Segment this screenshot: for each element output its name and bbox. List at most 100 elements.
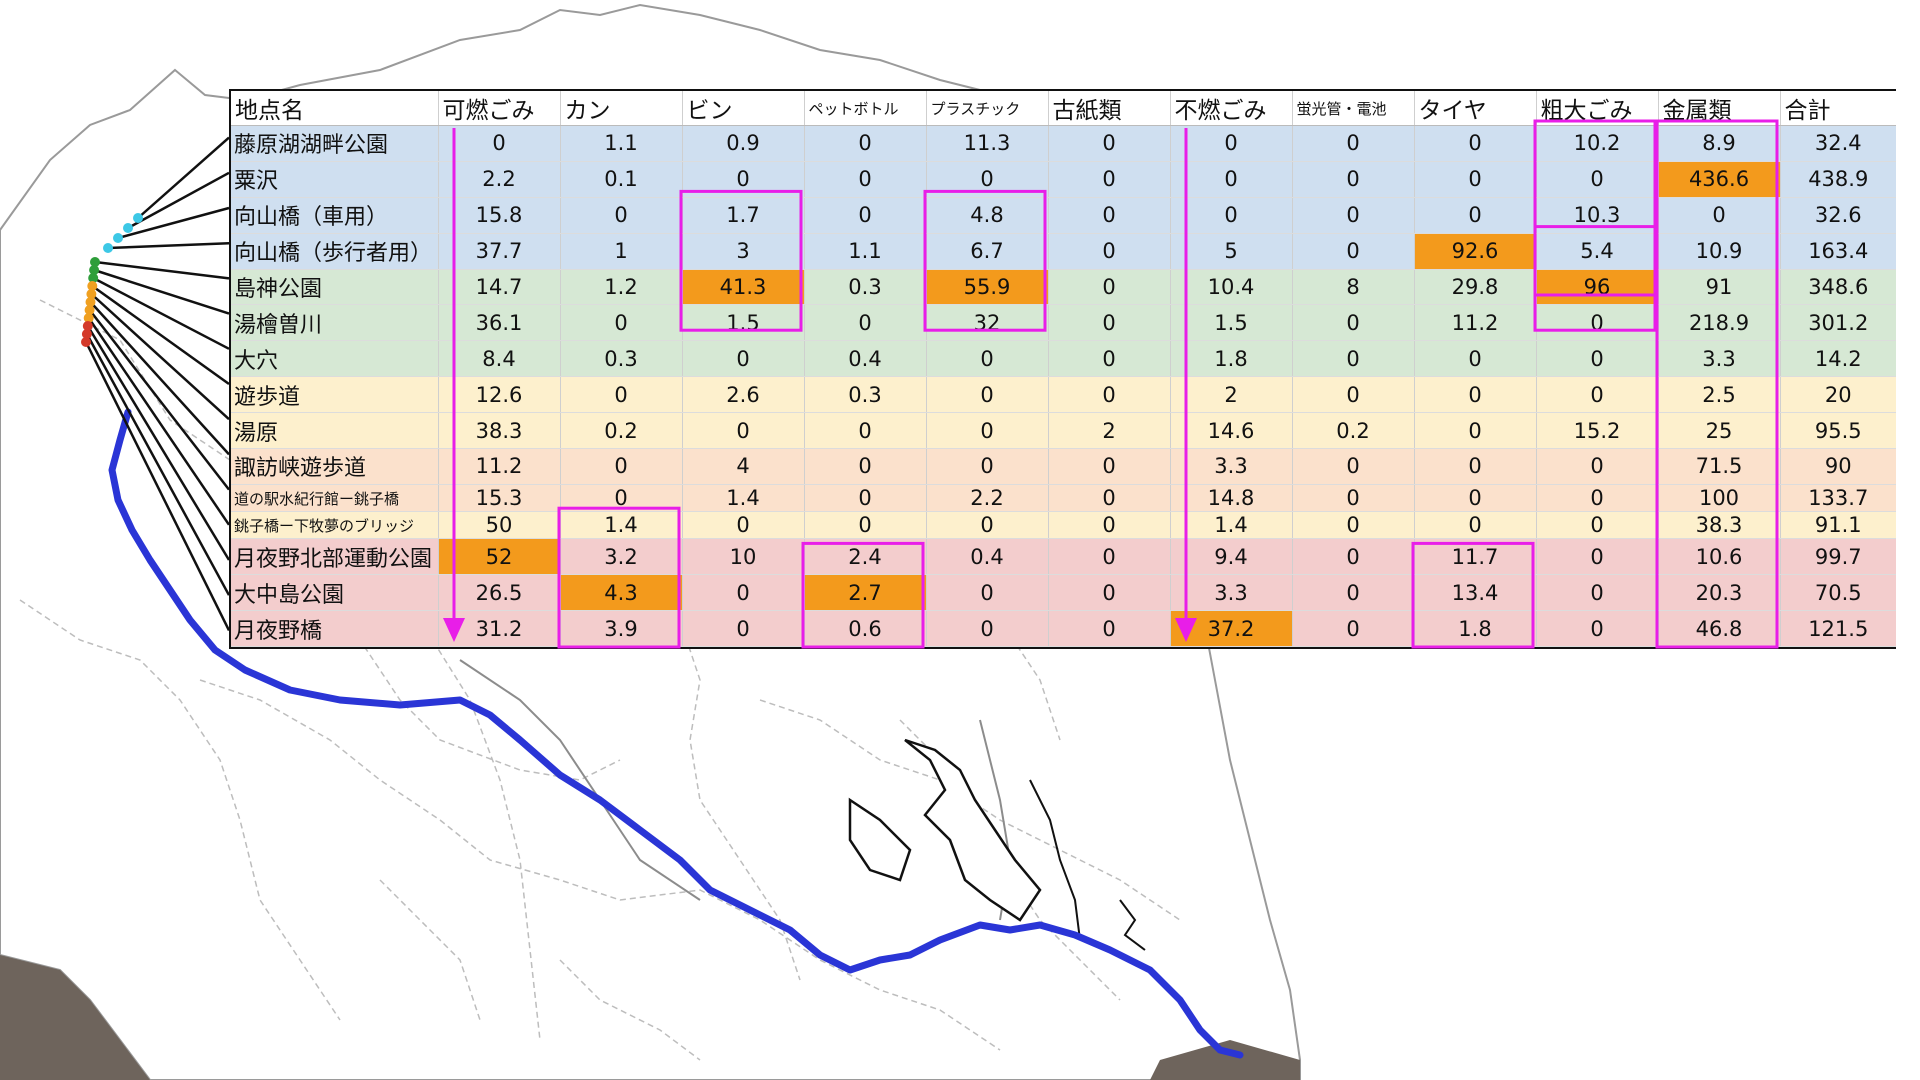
table-row: 向山橋（車用） 15.8 0 1.7 0 4.8 0 0 0 0 10.3 0 32.6: [231, 197, 1896, 234]
value-cell: 99.7: [1780, 538, 1896, 576]
value-cell: 0.6: [804, 610, 927, 647]
value-cell: 0: [1414, 412, 1537, 450]
value-cell: 0: [682, 574, 805, 612]
value-cell: 0.1: [560, 161, 683, 198]
value-cell: 0.2: [1292, 412, 1415, 450]
connector-line: [87, 317, 231, 526]
value-cell: 0: [804, 125, 927, 162]
column-header: プラスチック: [926, 91, 1049, 126]
value-cell: 0: [1292, 610, 1415, 647]
table-row: 大穴 8.4 0.3 0 0.4 0 0 1.8 0 0 0 3.3 14.2: [231, 340, 1896, 378]
column-header: 粗大ごみ: [1536, 91, 1659, 126]
value-cell: 12.6: [438, 376, 561, 414]
shadow-region-left: [0, 955, 150, 1080]
value-cell: 0: [560, 484, 683, 513]
value-cell: 0: [1048, 125, 1171, 162]
value-cell: 11.7: [1414, 538, 1537, 576]
value-cell: 348.6: [1780, 269, 1896, 306]
value-cell: 2.6: [682, 376, 805, 414]
value-cell: 32: [926, 304, 1049, 342]
value-cell: 0: [1048, 574, 1171, 612]
value-cell: 0: [1292, 511, 1415, 540]
sampling-point-marker: [113, 233, 123, 243]
value-cell: 0: [560, 197, 683, 234]
sampling-point-marker: [84, 305, 95, 315]
value-cell: 1.5: [1170, 304, 1293, 342]
value-cell: 11.3: [926, 125, 1049, 162]
location-name-cell: 大中島公園: [231, 574, 439, 612]
value-cell: 20: [1780, 376, 1896, 414]
connector-line: [84, 341, 231, 631]
value-cell: 0: [926, 574, 1049, 612]
connector-line: [91, 284, 230, 386]
location-name-cell: 向山橋（歩行者用）: [231, 233, 439, 270]
value-cell: 0: [926, 161, 1049, 198]
location-name-cell: 月夜野橋: [231, 610, 439, 647]
connector-line: [94, 260, 230, 280]
value-cell: 41.3: [682, 269, 805, 306]
value-cell: 32.6: [1780, 197, 1896, 234]
value-cell: 1: [560, 233, 683, 270]
value-cell: 29.8: [1414, 269, 1537, 306]
value-cell: 0.3: [804, 376, 927, 414]
connector-line: [89, 301, 230, 456]
table-row: 銚子橋ー下牧夢のブリッジ 50 1.4 0 0 0 0 1.4 0 0 0 38.3 91.1: [231, 511, 1896, 540]
value-cell: 70.5: [1780, 574, 1896, 612]
value-cell: 0: [1536, 448, 1659, 485]
value-cell: 2.2: [926, 484, 1049, 513]
value-cell: 15.8: [438, 197, 561, 234]
location-name-cell: 道の駅水紀行館ー銚子橋: [231, 484, 439, 513]
value-cell: 2.5: [1658, 376, 1781, 414]
value-cell: 91.1: [1780, 511, 1896, 540]
value-cell: 37.7: [438, 233, 561, 270]
sampling-point-marker: [86, 289, 97, 299]
value-cell: 3.3: [1658, 340, 1781, 378]
value-cell: 1.8: [1414, 610, 1537, 647]
value-cell: 0: [682, 511, 805, 540]
column-header: ビン: [682, 91, 805, 126]
value-cell: 15.2: [1536, 412, 1659, 450]
value-cell: 26.5: [438, 574, 561, 612]
value-cell: 0: [804, 412, 927, 450]
column-header: 不燃ごみ: [1170, 91, 1293, 126]
value-cell: 0: [1292, 538, 1415, 576]
value-cell: 0: [1414, 484, 1537, 513]
value-cell: 0: [1048, 376, 1171, 414]
value-cell: 0.3: [560, 340, 683, 378]
value-cell: 9.4: [1170, 538, 1293, 576]
value-cell: 0: [1536, 484, 1659, 513]
value-cell: 8: [1292, 269, 1415, 306]
value-cell: 0: [926, 412, 1049, 450]
value-cell: 0: [1170, 161, 1293, 198]
value-cell: 0: [804, 161, 927, 198]
connector-line: [127, 171, 230, 230]
value-cell: 71.5: [1658, 448, 1781, 485]
column-header: 古紙類: [1048, 91, 1171, 126]
coast-detail: [1119, 899, 1146, 951]
value-cell: 10.4: [1170, 269, 1293, 306]
value-cell: 0.9: [682, 125, 805, 162]
table-row: 粟沢 2.2 0.1 0 0 0 0 0 0 0 0 436.6 438.9: [231, 161, 1896, 198]
sampling-point-marker: [90, 257, 100, 267]
sampling-point-marker: [103, 243, 113, 253]
value-cell: 0: [1658, 197, 1781, 234]
value-cell: 52: [438, 538, 561, 576]
connector-line: [86, 325, 231, 561]
value-cell: 0: [560, 376, 683, 414]
value-cell: 0: [1170, 197, 1293, 234]
table-row: 月夜野橋 31.2 3.9 0 0.6 0 0 37.2 0 1.8 0 46.8 121.5: [231, 610, 1896, 647]
value-cell: 0: [1292, 161, 1415, 198]
location-name-cell: 向山橋（車用）: [231, 197, 439, 234]
value-cell: 38.3: [438, 412, 561, 450]
value-cell: 2: [1048, 412, 1171, 450]
table-row: 向山橋（歩行者用） 37.7 1 3 1.1 6.7 0 5 0 92.6 5.4 10.9 163.4: [231, 233, 1896, 270]
column-header: 蛍光管・電池: [1292, 91, 1415, 126]
sampling-point-marker: [82, 321, 93, 331]
value-cell: 2.2: [438, 161, 561, 198]
value-cell: 1.4: [1170, 511, 1293, 540]
column-header: ペットボトル: [804, 91, 927, 126]
value-cell: 0: [804, 197, 927, 234]
value-cell: 0.3: [804, 269, 927, 306]
column-header: 金属類: [1658, 91, 1781, 126]
location-name-cell: 湯原: [231, 412, 439, 450]
